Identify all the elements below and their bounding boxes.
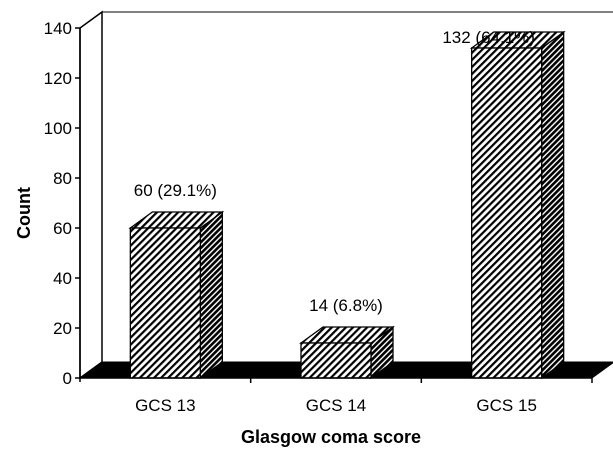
x-tick-label: GCS 13 — [135, 396, 195, 415]
bar-front — [300, 342, 372, 379]
bar — [299, 325, 395, 380]
bar — [469, 30, 566, 380]
y-tick-label: 80 — [53, 169, 72, 188]
x-axis-title: Glasgow coma score — [241, 427, 421, 447]
bar-side — [541, 30, 565, 380]
side-wall — [79, 10, 103, 380]
y-axis: 0 20 40 60 80 100 120 140 — [44, 19, 81, 388]
bar-side — [199, 210, 223, 380]
y-tick-label: 40 — [53, 269, 72, 288]
y-tick-label: 120 — [44, 69, 72, 88]
x-tick-label: GCS 15 — [476, 396, 536, 415]
data-label: 60 (29.1%) — [134, 181, 217, 200]
data-label: 14 (6.8%) — [309, 296, 383, 315]
y-tick-label: 0 — [63, 369, 72, 388]
bar-front — [129, 227, 201, 379]
y-axis-title: Count — [14, 187, 34, 239]
data-label: 132 (64.1%) — [442, 28, 535, 47]
bar — [128, 210, 225, 380]
y-tick-label: 60 — [53, 219, 72, 238]
x-tick-label: GCS 14 — [306, 396, 366, 415]
bar-front — [471, 47, 543, 379]
y-tick-label: 100 — [44, 119, 72, 138]
y-tick-label: 20 — [53, 319, 72, 338]
bars: 60 (29.1%) 14 (6.8%) 132 (64.1%) — [128, 28, 566, 380]
x-axis-tick-labels: GCS 13 GCS 14 GCS 15 — [80, 377, 593, 415]
y-tick-label: 140 — [44, 19, 72, 38]
